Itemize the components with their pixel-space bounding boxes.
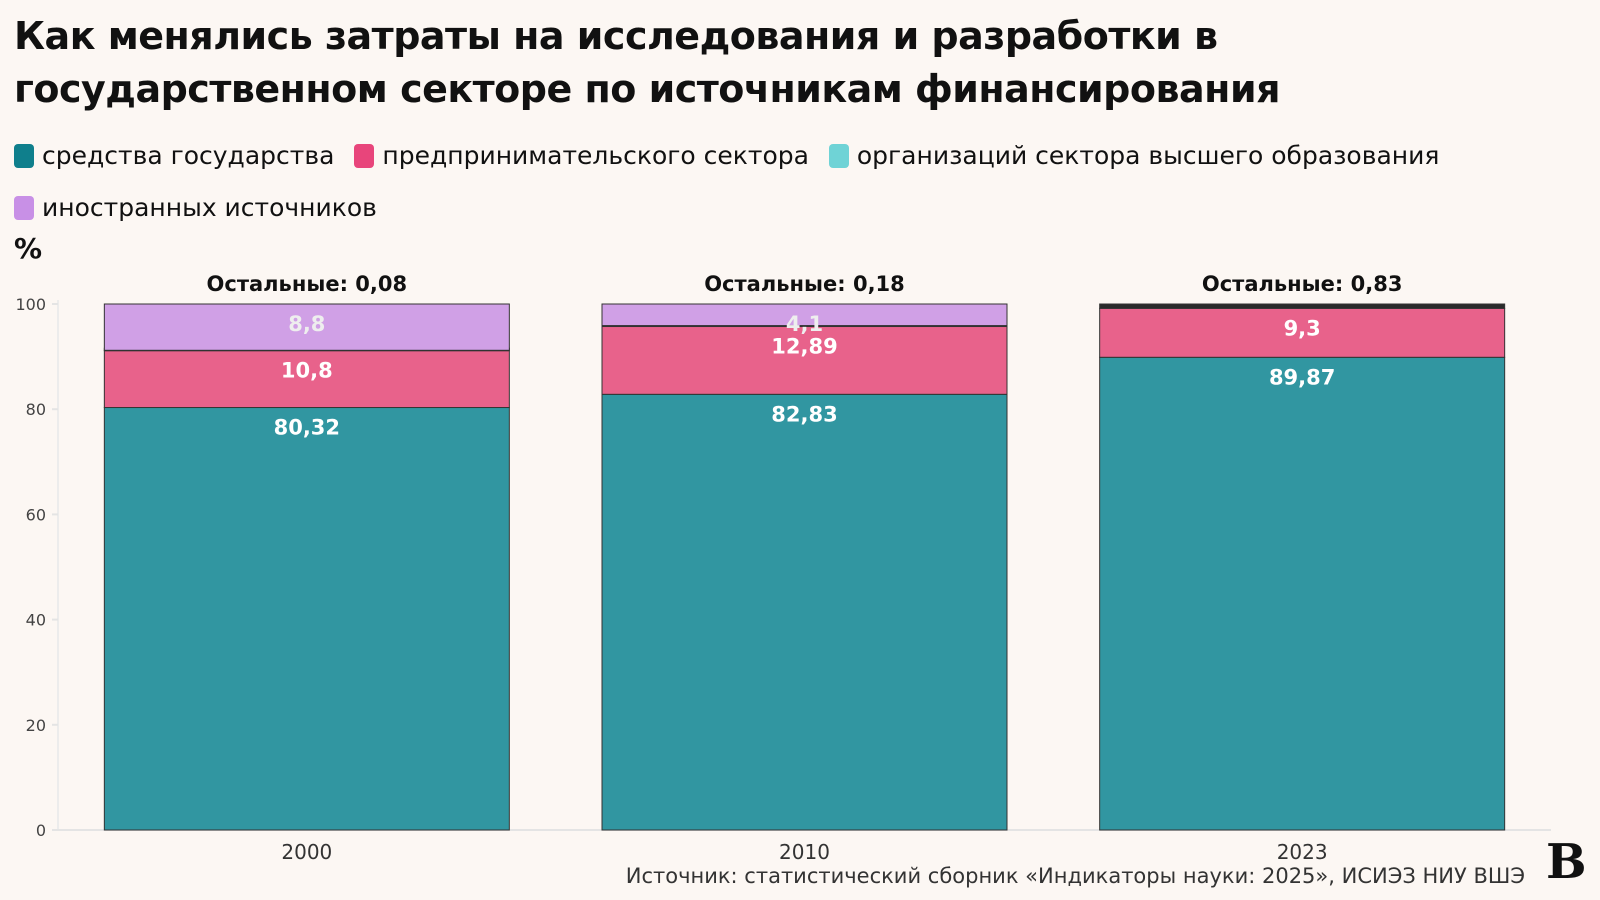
- bar-segment: [103, 350, 510, 409]
- legend-swatch: [354, 144, 375, 168]
- legend-label: иностранных источников: [42, 193, 377, 222]
- legend-item-business: предпринимательского сектора: [354, 132, 809, 180]
- data-label: 82,83: [771, 402, 837, 426]
- legend-swatch: [14, 144, 34, 168]
- data-label: 89,87: [1269, 365, 1335, 389]
- data-label: 10,8: [281, 359, 333, 383]
- others-annotation: Остальные: 0,83: [1202, 272, 1403, 296]
- y-tick-label: 100: [15, 295, 46, 314]
- others-annotation: Остальные: 0,18: [704, 272, 905, 296]
- legend-swatch: [14, 196, 34, 220]
- y-tick-label: 20: [26, 716, 46, 735]
- bar-segment: [103, 303, 510, 351]
- y-tick-label: 40: [26, 611, 46, 630]
- legend-label: средства государства: [42, 141, 335, 170]
- data-label: 12,89: [771, 335, 837, 359]
- y-unit-label: %: [14, 232, 43, 265]
- others-annotation: Остальные: 0,08: [207, 272, 408, 296]
- legend-item-government: средства государства: [14, 132, 334, 180]
- bar-segment: [1099, 356, 1506, 831]
- y-tick-label: 0: [36, 821, 46, 840]
- bar-segment: [601, 393, 1008, 831]
- vedomosti-logo: В: [1546, 834, 1587, 890]
- bar-segment: [601, 303, 1008, 327]
- y-tick-label: 80: [26, 400, 46, 419]
- bar-segment: [1099, 307, 1506, 358]
- x-tick-label: 2000: [281, 840, 332, 864]
- y-tick-label: 60: [26, 505, 46, 524]
- x-tick-label: 2023: [1277, 840, 1328, 864]
- bar-segment: [1099, 303, 1506, 309]
- chart-title: Как менялись затраты на исследования и р…: [14, 14, 1280, 111]
- bar-segment: [103, 407, 510, 831]
- legend-swatch: [828, 144, 849, 168]
- legend-item-higher-education: организаций сектора высшего образования: [828, 132, 1440, 180]
- legend-label: предпринимательского сектора: [382, 141, 809, 170]
- data-label: 80,32: [274, 416, 340, 440]
- x-tick-label: 2010: [779, 840, 830, 864]
- bar-segment: [601, 326, 1008, 395]
- data-label: 8,8: [288, 312, 325, 336]
- legend: средства государства предпринимательског…: [14, 132, 1574, 236]
- legend-label: организаций сектора высшего образования: [856, 141, 1440, 170]
- data-label: 4,1: [786, 312, 823, 336]
- source-note: Источник: статистический сборник «Индика…: [625, 864, 1525, 888]
- legend-item-foreign: иностранных источников: [14, 184, 377, 232]
- data-label: 9,3: [1284, 316, 1321, 340]
